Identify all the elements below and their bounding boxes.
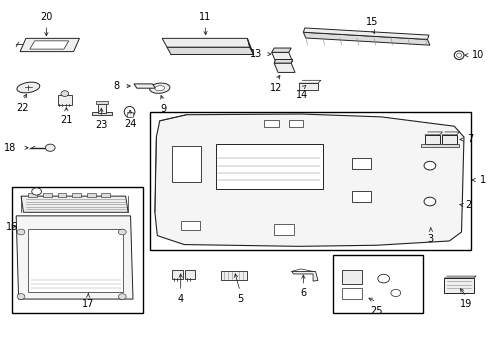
Bar xyxy=(351,158,371,169)
Circle shape xyxy=(45,144,55,151)
Circle shape xyxy=(17,229,25,235)
Text: 5: 5 xyxy=(237,294,243,304)
Text: 10: 10 xyxy=(471,50,484,60)
Polygon shape xyxy=(247,39,253,54)
Bar xyxy=(12,187,142,313)
Text: 14: 14 xyxy=(295,90,307,100)
Bar xyxy=(424,135,439,144)
Bar xyxy=(101,193,110,197)
Circle shape xyxy=(390,289,400,297)
Ellipse shape xyxy=(155,86,164,91)
Bar xyxy=(332,255,422,313)
Circle shape xyxy=(61,91,69,96)
Text: 17: 17 xyxy=(82,299,94,309)
Text: 20: 20 xyxy=(40,12,52,22)
Circle shape xyxy=(423,197,435,206)
Ellipse shape xyxy=(149,83,169,93)
Polygon shape xyxy=(303,28,428,40)
Polygon shape xyxy=(274,59,292,63)
Bar xyxy=(95,101,108,104)
Polygon shape xyxy=(271,48,290,52)
Text: 15: 15 xyxy=(366,17,378,27)
Bar xyxy=(43,193,52,197)
Text: 7: 7 xyxy=(467,135,473,144)
Bar xyxy=(215,144,322,189)
Bar xyxy=(28,193,37,197)
Circle shape xyxy=(423,161,435,170)
Text: 23: 23 xyxy=(95,120,107,130)
Bar xyxy=(220,271,247,280)
Polygon shape xyxy=(30,41,69,49)
Text: 13: 13 xyxy=(249,49,262,59)
Text: 18: 18 xyxy=(4,143,16,153)
Circle shape xyxy=(32,188,41,195)
Bar xyxy=(342,288,361,299)
Bar xyxy=(288,121,303,127)
Text: 8: 8 xyxy=(113,81,119,91)
Bar xyxy=(351,191,371,202)
Circle shape xyxy=(17,294,25,300)
Bar xyxy=(92,112,111,116)
Polygon shape xyxy=(155,114,463,246)
Text: 16: 16 xyxy=(5,222,18,231)
Bar xyxy=(86,193,95,197)
Bar xyxy=(28,229,123,292)
Text: 24: 24 xyxy=(124,119,137,129)
Text: 22: 22 xyxy=(17,103,29,113)
Bar xyxy=(58,95,72,105)
Polygon shape xyxy=(16,216,133,299)
Polygon shape xyxy=(134,84,155,88)
Bar xyxy=(444,278,473,293)
Polygon shape xyxy=(167,47,253,54)
Text: 6: 6 xyxy=(300,288,306,298)
Circle shape xyxy=(118,229,126,235)
Text: 19: 19 xyxy=(459,299,471,309)
Text: 12: 12 xyxy=(270,83,282,93)
Bar xyxy=(172,146,201,182)
Bar xyxy=(126,112,132,117)
Circle shape xyxy=(377,274,389,283)
Text: 3: 3 xyxy=(427,234,433,244)
Polygon shape xyxy=(274,63,294,72)
Text: 21: 21 xyxy=(60,116,72,125)
Bar xyxy=(172,270,182,279)
Bar xyxy=(181,221,200,230)
Text: 1: 1 xyxy=(479,175,485,185)
Bar xyxy=(299,83,317,90)
Polygon shape xyxy=(20,39,79,51)
Text: 11: 11 xyxy=(199,12,211,22)
Polygon shape xyxy=(271,52,292,62)
Text: 2: 2 xyxy=(464,200,470,210)
Polygon shape xyxy=(303,32,429,45)
Polygon shape xyxy=(21,196,128,212)
Bar xyxy=(58,193,66,197)
Bar xyxy=(274,225,293,234)
Text: 4: 4 xyxy=(177,294,183,304)
Bar xyxy=(441,135,456,144)
Text: 25: 25 xyxy=(369,306,382,315)
Polygon shape xyxy=(162,39,249,47)
Bar xyxy=(342,270,361,284)
Circle shape xyxy=(118,294,126,300)
Bar xyxy=(184,270,195,279)
Bar xyxy=(264,121,279,127)
Bar xyxy=(150,112,470,250)
Text: 9: 9 xyxy=(160,104,166,114)
Bar xyxy=(98,104,105,113)
Polygon shape xyxy=(291,271,317,281)
Ellipse shape xyxy=(456,53,461,57)
Ellipse shape xyxy=(17,82,40,93)
Bar xyxy=(420,144,458,147)
Ellipse shape xyxy=(124,107,135,117)
Bar xyxy=(72,193,81,197)
Ellipse shape xyxy=(453,51,463,59)
